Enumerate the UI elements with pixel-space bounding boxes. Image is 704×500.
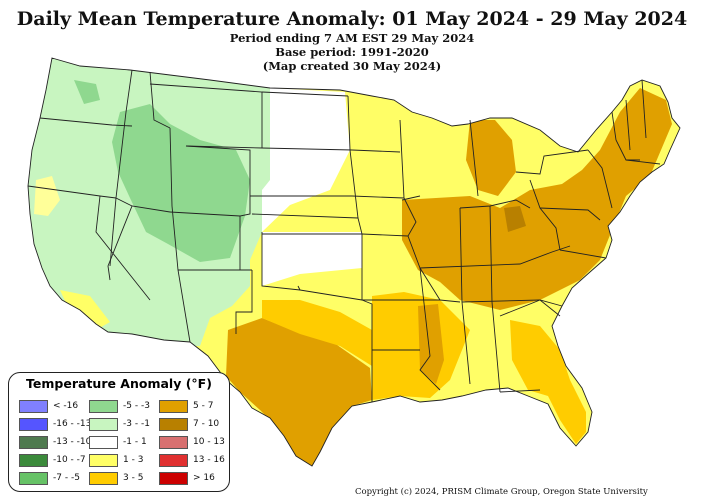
legend-label: 10 - 13 [193, 437, 225, 447]
legend-swatch [19, 435, 48, 449]
legend-swatch [159, 435, 188, 449]
legend-item: 5 - 7 [159, 399, 213, 413]
legend-item: 7 - 10 [159, 417, 219, 431]
base-period-subtitle: Base period: 1991-2020 [275, 45, 429, 59]
legend-item: 1 - 3 [89, 453, 143, 467]
legend-label: 3 - 5 [123, 473, 144, 483]
legend-label: -7 - -5 [53, 473, 80, 483]
legend-label: 7 - 10 [193, 419, 220, 429]
legend-item: -13 - -10 [19, 435, 91, 449]
map-title: Daily Mean Temperature Anomaly: 01 May 2… [16, 8, 688, 30]
legend-swatch [89, 435, 118, 449]
legend: Temperature Anomaly (°F) < -16 -16 - -13 -… [8, 372, 230, 492]
period-subtitle: Period ending 7 AM EST 29 May 2024 [229, 31, 475, 45]
legend-swatch [89, 417, 118, 431]
legend-swatch [159, 417, 188, 431]
legend-label: -5 - -3 [123, 401, 150, 411]
legend-label: 5 - 7 [193, 401, 214, 411]
legend-swatch [19, 417, 48, 431]
legend-label: 1 - 3 [123, 455, 144, 465]
legend-item: 13 - 16 [159, 453, 225, 467]
map-created-subtitle: (Map created 30 May 2024) [262, 59, 442, 73]
legend-label: > 16 [193, 473, 215, 483]
legend-label: -1 - 1 [123, 437, 147, 447]
legend-item: 3 - 5 [89, 471, 143, 485]
legend-swatch [159, 471, 188, 485]
legend-label: -3 - -1 [123, 419, 150, 429]
legend-label: -10 - -7 [53, 455, 86, 465]
legend-item: -10 - -7 [19, 453, 86, 467]
legend-item: < -16 [19, 399, 78, 413]
legend-swatch [89, 471, 118, 485]
legend-item: -1 - 1 [89, 435, 147, 449]
state-boundaries [27, 57, 681, 467]
legend-label: 13 - 16 [193, 455, 225, 465]
legend-swatch [19, 399, 48, 413]
legend-label: -16 - -13 [53, 419, 92, 429]
legend-label: -13 - -10 [53, 437, 92, 447]
legend-item: -3 - -1 [89, 417, 150, 431]
legend-label: < -16 [53, 401, 79, 411]
legend-item: 10 - 13 [159, 435, 225, 449]
legend-item: > 16 [159, 471, 215, 485]
legend-item: -16 - -13 [19, 417, 91, 431]
legend-swatch [89, 453, 118, 467]
legend-title: Temperature Anomaly (°F) [26, 376, 212, 391]
legend-item: -5 - -3 [89, 399, 150, 413]
legend-item: -7 - -5 [19, 471, 80, 485]
copyright-text: Copyright (c) 2024, PRISM Climate Group,… [355, 487, 648, 497]
legend-swatch [89, 399, 118, 413]
legend-swatch [19, 453, 48, 467]
legend-swatch [159, 453, 188, 467]
legend-swatch [19, 471, 48, 485]
legend-swatch [159, 399, 188, 413]
